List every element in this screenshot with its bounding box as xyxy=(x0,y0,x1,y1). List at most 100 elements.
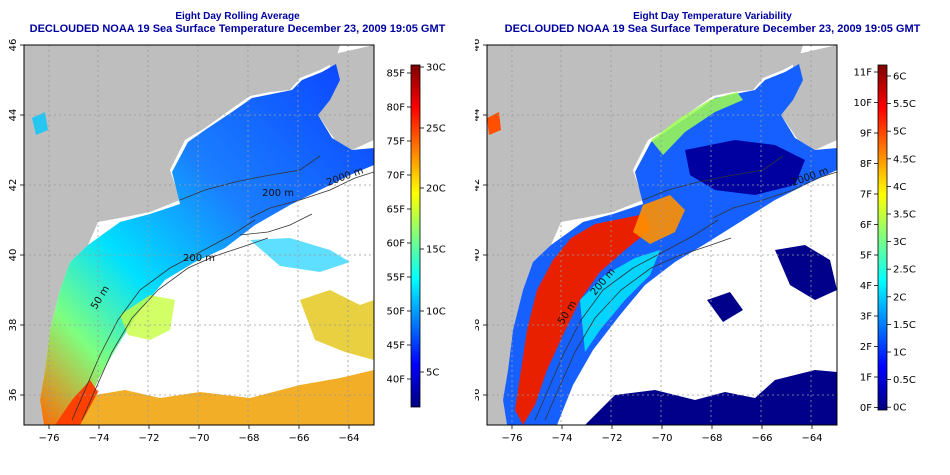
colorbar-label-c: 10C xyxy=(426,307,446,318)
y-tick-label: 38 xyxy=(475,319,482,332)
variability-high xyxy=(487,112,501,135)
y-tick-label: 42 xyxy=(8,179,19,192)
x-axis: −76 −74 −72 −70 −68 −66 −64 xyxy=(38,425,360,444)
colorbar-label-f: 6F xyxy=(860,220,872,231)
panel-average: Eight Day Rolling Average DECLOUDED NOAA… xyxy=(8,11,446,444)
colorbar-label-c: 5C xyxy=(893,127,906,138)
y-tick-label: 42 xyxy=(475,179,482,192)
y-tick-label: 40 xyxy=(8,249,19,262)
x-tick-label: −70 xyxy=(188,433,209,444)
land xyxy=(24,45,340,425)
colorbar-label-f: 7F xyxy=(860,190,872,201)
colorbar-label-f: 2F xyxy=(860,342,872,353)
sst-mid-patch xyxy=(300,290,374,360)
colorbar-label-f: 60F xyxy=(387,239,406,250)
x-tick-label: −74 xyxy=(88,433,109,444)
colorbar-label-f: 8F xyxy=(860,159,872,170)
colorbar xyxy=(410,64,421,408)
colorbar-label-c: 15C xyxy=(426,245,446,256)
contour-label: 200 m xyxy=(183,253,215,264)
colorbar-labels: 85F 80F 75F 70F 65F 60F 55F 50F 45F 40F 30C 25C 20C 1… xyxy=(387,63,446,386)
colorbar-label-f: 9F xyxy=(860,129,872,140)
graticule xyxy=(24,45,374,425)
variability-low xyxy=(775,245,837,300)
panel-variability: Eight Day Temperature Variability DECLOU… xyxy=(475,0,950,475)
x-axis: −76 −74 −72 −70 −68 −66 −64 xyxy=(501,425,823,444)
colorbar-label-f: 1F xyxy=(860,373,872,384)
colorbar-label-c: 3C xyxy=(893,237,906,248)
colorbar-label-f: 4F xyxy=(860,281,872,292)
x-tick-label: −70 xyxy=(651,433,672,444)
sst-patch xyxy=(32,112,48,135)
colorbar-label-c: 0.5C xyxy=(893,375,916,386)
land xyxy=(763,45,837,150)
colorbar-label-c: 1C xyxy=(893,348,906,359)
y-tick-label: 46 xyxy=(475,39,482,52)
colorbar-label-c: 0C xyxy=(893,403,906,414)
variability-mid xyxy=(651,92,743,155)
colorbar-label-f: 50F xyxy=(387,307,406,318)
colorbar-label-f: 80F xyxy=(387,103,406,114)
colorbar-label-f: 45F xyxy=(387,341,406,352)
panel-title: Eight Day Temperature Variability xyxy=(633,11,792,22)
x-tick-label: −68 xyxy=(238,433,259,444)
colorbar-label-c: 2C xyxy=(893,292,906,303)
variability-low xyxy=(707,292,743,322)
sst-mid-patch xyxy=(120,295,175,340)
variability-map: 50 m 200 m 2000 m −76 −74 −72 −70 −68 −66 −64 … xyxy=(475,39,916,444)
variability-low xyxy=(585,370,837,425)
y-tick-label: 46 xyxy=(8,39,19,52)
sst-shelf xyxy=(40,64,374,425)
colorbar-label-f: 65F xyxy=(387,205,406,216)
colorbar-label-f: 3F xyxy=(860,312,872,323)
x-tick-label: −66 xyxy=(751,433,772,444)
y-tick-label: 44 xyxy=(475,109,482,122)
colorbar xyxy=(877,64,888,411)
land xyxy=(487,45,803,425)
colorbar-label-c: 30C xyxy=(426,63,446,74)
isobath-contours xyxy=(534,155,837,421)
contour-label: 200 m xyxy=(262,188,294,199)
variability-mid xyxy=(580,250,660,352)
land xyxy=(300,45,374,150)
colorbar-label-f: 0F xyxy=(860,403,872,414)
isobath-contours xyxy=(71,155,374,421)
panel-title: Eight Day Rolling Average xyxy=(175,11,300,22)
y-axis: 36 38 40 42 44 46 xyxy=(8,39,24,402)
sst-map: 50 m 200 m 200 m 2000 m −76 −74 −72 −70 −68−… xyxy=(8,39,446,444)
y-axis: 36 38 40 42 44 46 xyxy=(475,39,487,402)
x-tick-label: −72 xyxy=(138,433,159,444)
y-tick-label: 44 xyxy=(8,109,19,122)
colorbar-label-f: 75F xyxy=(387,137,406,148)
colorbar-label-c: 5C xyxy=(426,368,439,379)
panel-subtitle: DECLOUDED NOAA 19 Sea Surface Temperatur… xyxy=(29,23,446,35)
colorbar-label-c: 5.5C xyxy=(893,99,916,110)
colorbar-label-f: 55F xyxy=(387,273,406,284)
colorbar-label-c: 20C xyxy=(426,184,446,195)
x-tick-label: −76 xyxy=(501,433,522,444)
colorbar-label-f: 85F xyxy=(387,69,406,80)
y-tick-label: 36 xyxy=(8,389,19,402)
x-tick-label: −76 xyxy=(38,433,59,444)
colorbar-label-c: 2.5C xyxy=(893,265,916,276)
colorbar-label-c: 4.5C xyxy=(893,154,916,165)
y-tick-label: 40 xyxy=(475,249,482,262)
x-tick-label: −64 xyxy=(338,433,359,444)
colorbar-label-c: 25C xyxy=(426,124,446,135)
x-tick-label: −66 xyxy=(288,433,309,444)
colorbar-label-c: 3.5C xyxy=(893,210,916,221)
colorbar-label-c: 4C xyxy=(893,182,906,193)
variability-low xyxy=(685,140,805,195)
x-tick-label: −74 xyxy=(551,433,572,444)
colorbar-label-c: 1.5C xyxy=(893,320,916,331)
colorbar-label-c: 6C xyxy=(893,72,906,83)
colorbar-label-f: 11F xyxy=(854,68,873,79)
colorbar-label-f: 70F xyxy=(387,171,406,182)
y-tick-label: 36 xyxy=(475,389,482,402)
x-tick-label: −72 xyxy=(601,433,622,444)
panel-subtitle: DECLOUDED NOAA 19 Sea Surface Temperatur… xyxy=(504,23,921,35)
variability-high xyxy=(633,195,685,244)
y-tick-label: 38 xyxy=(8,319,19,332)
variability-high xyxy=(515,214,650,425)
colorbar-label-f: 40F xyxy=(387,375,406,386)
